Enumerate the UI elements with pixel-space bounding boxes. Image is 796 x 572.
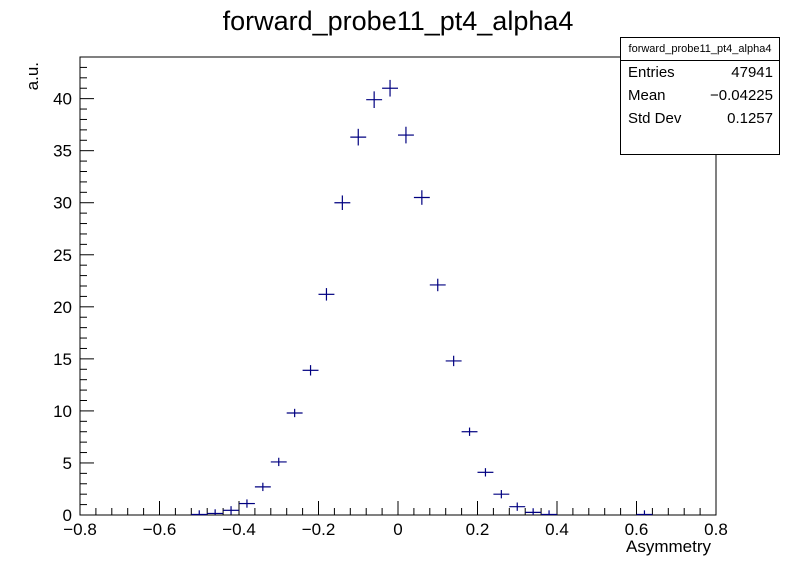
data-point — [477, 468, 494, 477]
data-point — [398, 126, 414, 144]
data-point — [334, 195, 351, 211]
data-point — [302, 365, 319, 376]
data-point — [445, 355, 462, 367]
x-tick-label: −0.2 — [302, 520, 336, 539]
stats-mean-row: Mean −0.04225 — [621, 84, 779, 107]
y-tick-label: 35 — [53, 142, 72, 161]
data-point — [413, 190, 430, 205]
x-tick-label: 0.6 — [625, 520, 649, 539]
stats-entries-value: 47941 — [731, 64, 773, 81]
chart-title: forward_probe11_pt4_alpha4 — [222, 6, 574, 36]
stats-stddev-value: 0.1257 — [727, 110, 773, 127]
data-point — [286, 408, 303, 418]
x-tick-label: −0.6 — [143, 520, 177, 539]
stats-entries-row: Entries 47941 — [621, 61, 779, 84]
stats-stddev-label: Std Dev — [628, 110, 682, 127]
y-tick-label: 15 — [53, 350, 72, 369]
data-point — [509, 502, 526, 511]
stats-box: forward_probe11_pt4_alpha4 Entries 47941… — [620, 37, 780, 155]
data-point — [207, 509, 224, 515]
stats-name: forward_probe11_pt4_alpha4 — [621, 38, 779, 61]
x-tick-label: 0.4 — [545, 520, 569, 539]
x-tick-label: 0.8 — [704, 520, 728, 539]
y-tick-label: 5 — [63, 454, 72, 473]
x-axis-label: Asymmetry — [626, 537, 712, 556]
y-tick-label: 30 — [53, 194, 72, 213]
data-point — [270, 457, 287, 467]
x-tick-label: −0.4 — [222, 520, 256, 539]
y-axis-label: a.u. — [23, 62, 42, 90]
y-tick-label: 25 — [53, 246, 72, 265]
data-point — [254, 482, 271, 492]
data-point — [493, 490, 510, 499]
data-point — [525, 508, 542, 515]
data-point — [382, 79, 398, 97]
data-point — [541, 510, 557, 516]
x-tick-label: −0.8 — [63, 520, 97, 539]
data-point — [223, 506, 239, 515]
stats-mean-value: −0.04225 — [710, 87, 773, 104]
x-tick-label: 0 — [393, 520, 402, 539]
stats-mean-label: Mean — [628, 87, 666, 104]
data-point — [429, 278, 446, 292]
y-tick-label: 10 — [53, 402, 72, 421]
data-point — [366, 91, 383, 109]
data-point — [318, 288, 335, 301]
data-point — [191, 510, 208, 516]
data-point — [636, 510, 653, 516]
data-points — [191, 79, 653, 516]
y-tick-label: 0 — [63, 506, 72, 525]
y-tick-label: 20 — [53, 298, 72, 317]
data-point — [461, 427, 478, 436]
axis-tick-labels: −0.8 −0.6 −0.4 −0.2 0 0.2 0.4 0.6 0.8 0 5 10 15 20 25 3… — [53, 90, 728, 539]
y-tick-label: 40 — [53, 90, 72, 109]
x-tick-label: 0.2 — [466, 520, 490, 539]
stats-entries-label: Entries — [628, 64, 675, 81]
data-point — [350, 128, 367, 146]
data-point — [239, 499, 255, 508]
stats-stddev-row: Std Dev 0.1257 — [621, 107, 779, 130]
